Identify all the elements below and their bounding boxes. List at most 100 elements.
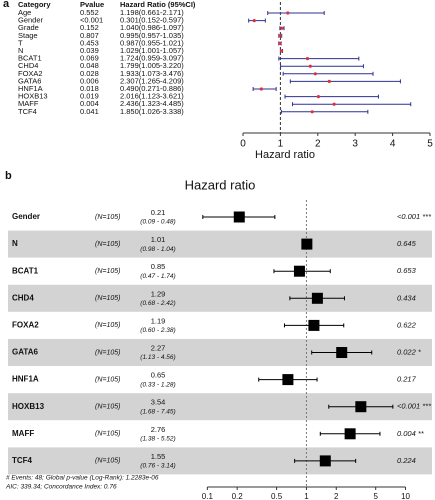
row-hazard-ratio: 1.01 bbox=[151, 235, 166, 244]
row-hazard-ratio: 1.850(1.026-3.338) bbox=[120, 107, 184, 116]
row-category: HOXB13 bbox=[12, 402, 45, 411]
row-category: BCAT1 bbox=[18, 54, 42, 63]
hr-point bbox=[282, 374, 294, 386]
row-hazard-ratio: 2.307(1.265-4.209) bbox=[120, 76, 184, 85]
row-category: CHD4 bbox=[12, 293, 34, 302]
row-band bbox=[8, 284, 432, 312]
x-axis-label: Hazard ratio bbox=[255, 149, 315, 161]
row-pvalue: 0.041 bbox=[80, 107, 99, 116]
hr-point bbox=[252, 19, 256, 23]
row-category: FOXA2 bbox=[12, 321, 39, 330]
hr-point bbox=[344, 428, 356, 440]
x-tick-label: 2 bbox=[334, 492, 339, 500]
row-hazard-ratio: 1.040(0.986-1.097) bbox=[120, 23, 184, 32]
row-category: Stage bbox=[18, 31, 38, 40]
row-hazard-ratio: 1.799(1.005-3.220) bbox=[120, 61, 184, 70]
hr-point bbox=[259, 87, 263, 91]
hr-point bbox=[278, 41, 282, 46]
x-tick-label: 5 bbox=[373, 492, 378, 500]
row-n: (N=105) bbox=[95, 295, 120, 302]
x-tick-label: 3 bbox=[352, 139, 358, 150]
row-hazard-ratio: 0.21 bbox=[151, 208, 166, 217]
row-pvalue: 0.048 bbox=[80, 61, 99, 70]
hr-point bbox=[305, 57, 310, 61]
x-tick-label: 0.1 bbox=[202, 492, 214, 500]
row-ci: (0.76 - 3.14) bbox=[140, 463, 175, 470]
row-ci: (1.38 - 5.52) bbox=[140, 436, 175, 443]
row-pvalue: 0.622 bbox=[397, 320, 417, 329]
row-pvalue: 0.004 ** bbox=[397, 429, 425, 438]
row-band bbox=[8, 447, 432, 475]
hr-point bbox=[336, 347, 348, 358]
row-hazard-ratio: 0.65 bbox=[151, 371, 166, 380]
row-category: MAFF bbox=[18, 99, 39, 108]
hr-point bbox=[279, 49, 284, 53]
row-pvalue: 0.224 bbox=[397, 456, 416, 465]
row-hazard-ratio: 0.85 bbox=[151, 262, 166, 271]
row-category: HNF1A bbox=[12, 375, 39, 384]
row-ci: (0.33 - 1.28) bbox=[140, 381, 175, 388]
row-ci: (0.09 - 0.48) bbox=[140, 219, 175, 226]
row-hazard-ratio: 1.55 bbox=[151, 452, 166, 461]
hr-point bbox=[301, 238, 313, 250]
row-category: MAFF bbox=[12, 429, 34, 438]
row-pvalue: 0.028 bbox=[80, 69, 99, 78]
row-pvalue: 0.434 bbox=[397, 293, 416, 302]
column-header: Category bbox=[18, 0, 51, 9]
column-header: Hazard Ratio (95%CI) bbox=[120, 0, 196, 9]
x-tick-label: 4 bbox=[390, 139, 396, 150]
hr-point bbox=[286, 11, 290, 15]
row-pvalue: <0.001 *** bbox=[397, 402, 432, 411]
row-n: (N=105) bbox=[95, 404, 120, 411]
row-hazard-ratio: 1.19 bbox=[151, 316, 166, 325]
row-n: (N=105) bbox=[95, 268, 120, 275]
row-pvalue: 0.004 bbox=[80, 99, 99, 108]
row-pvalue: <0.001 *** bbox=[397, 212, 432, 221]
row-hazard-ratio: 0.490(0.271-0.886) bbox=[120, 84, 184, 93]
plot-title: Hazard ratio bbox=[185, 177, 256, 192]
row-pvalue: 0.645 bbox=[397, 239, 417, 248]
row-pvalue: 0.152 bbox=[80, 23, 99, 32]
row-category: TCF4 bbox=[18, 107, 37, 116]
hr-point bbox=[355, 401, 367, 413]
row-band bbox=[8, 230, 432, 258]
row-ci: (0.47 - 1.74) bbox=[140, 273, 175, 280]
row-n: (N=105) bbox=[95, 349, 120, 356]
row-n: (N=105) bbox=[95, 458, 120, 465]
hr-point bbox=[327, 79, 331, 83]
column-header: Pvalue bbox=[80, 0, 104, 9]
row-pvalue: 0.022 * bbox=[397, 347, 422, 356]
row-category: TCF4 bbox=[12, 456, 33, 465]
hr-point bbox=[308, 319, 320, 331]
row-pvalue: <0.001 bbox=[80, 16, 103, 25]
row-ci: (1.13 - 4.56) bbox=[140, 354, 175, 361]
row-hazard-ratio: 2.27 bbox=[151, 343, 166, 352]
row-pvalue: 0.653 bbox=[397, 266, 417, 275]
hr-point bbox=[280, 26, 284, 30]
row-pvalue: 0.018 bbox=[80, 84, 99, 93]
hr-point bbox=[233, 211, 245, 223]
row-pvalue: 0.006 bbox=[80, 76, 99, 85]
hr-point bbox=[278, 34, 282, 38]
row-pvalue: 0.552 bbox=[80, 8, 99, 17]
row-hazard-ratio: 2.436(1.323-4.485) bbox=[120, 99, 184, 108]
row-pvalue: 0.453 bbox=[80, 38, 99, 47]
row-pvalue: 0.019 bbox=[80, 92, 99, 101]
footnote: # Events: 48; Global p-value (Log-Rank):… bbox=[6, 475, 159, 482]
row-n: (N=105) bbox=[95, 214, 120, 221]
row-pvalue: 0.069 bbox=[80, 54, 99, 63]
row-hazard-ratio: 1.029(1.001-1.057) bbox=[120, 46, 184, 55]
row-hazard-ratio: 1.933(1.073-3.476) bbox=[120, 69, 184, 78]
x-tick-label: 0.2 bbox=[232, 492, 244, 500]
row-hazard-ratio: 1.29 bbox=[151, 289, 166, 298]
row-ci: (1.68 - 7.45) bbox=[140, 408, 175, 415]
row-category: GATA6 bbox=[18, 76, 41, 85]
row-category: HOXB13 bbox=[18, 92, 48, 101]
row-hazard-ratio: 1.198(0.661-2.171) bbox=[120, 8, 184, 17]
row-ci: (0.98 - 1.04) bbox=[140, 246, 175, 253]
hr-point bbox=[316, 95, 320, 99]
row-hazard-ratio: 2.76 bbox=[151, 425, 166, 434]
row-n: (N=105) bbox=[95, 376, 120, 383]
row-n: (N=105) bbox=[95, 431, 120, 438]
